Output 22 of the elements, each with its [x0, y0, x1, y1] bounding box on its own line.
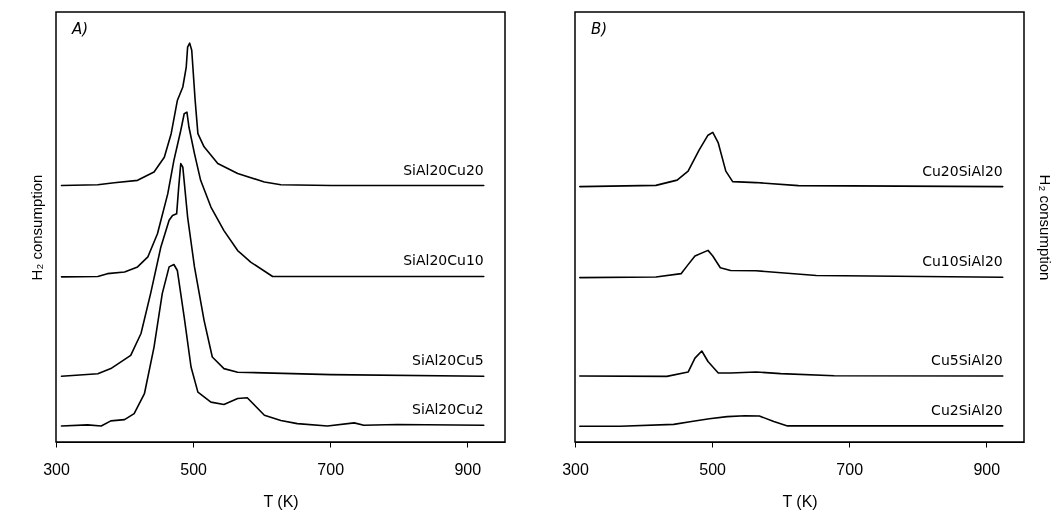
- series-label: SiAl20Cu20: [403, 161, 484, 178]
- series-label: Cu2SiAl20: [931, 401, 1003, 418]
- series-label: Cu20SiAl20: [922, 162, 1003, 179]
- y-axis-title: H₂ consumption: [27, 174, 45, 281]
- x-tick-label: 900: [973, 460, 1001, 478]
- x-tick-label: 700: [836, 460, 864, 478]
- series-label: Cu5SiAl20: [931, 352, 1003, 369]
- x-tick-label: 500: [699, 460, 727, 478]
- x-tick-label: 300: [562, 460, 589, 478]
- text: A): [71, 20, 89, 38]
- series-label: SiAl20Cu10: [403, 252, 484, 269]
- x-tick-label: 300: [43, 460, 70, 478]
- x-axis-title: T (K): [263, 492, 299, 510]
- series-label: SiAl20Cu2: [412, 401, 484, 418]
- series-label: Cu10SiAl20: [922, 253, 1003, 270]
- x-tick-label: 900: [454, 460, 482, 478]
- x-tick-label: 700: [317, 460, 345, 478]
- series-label: SiAl20Cu5: [412, 352, 484, 369]
- text: B): [591, 20, 608, 38]
- x-tick-label: 500: [180, 460, 208, 478]
- y-axis-title: H₂ consumption: [1036, 174, 1054, 281]
- x-axis-title: T (K): [782, 492, 818, 510]
